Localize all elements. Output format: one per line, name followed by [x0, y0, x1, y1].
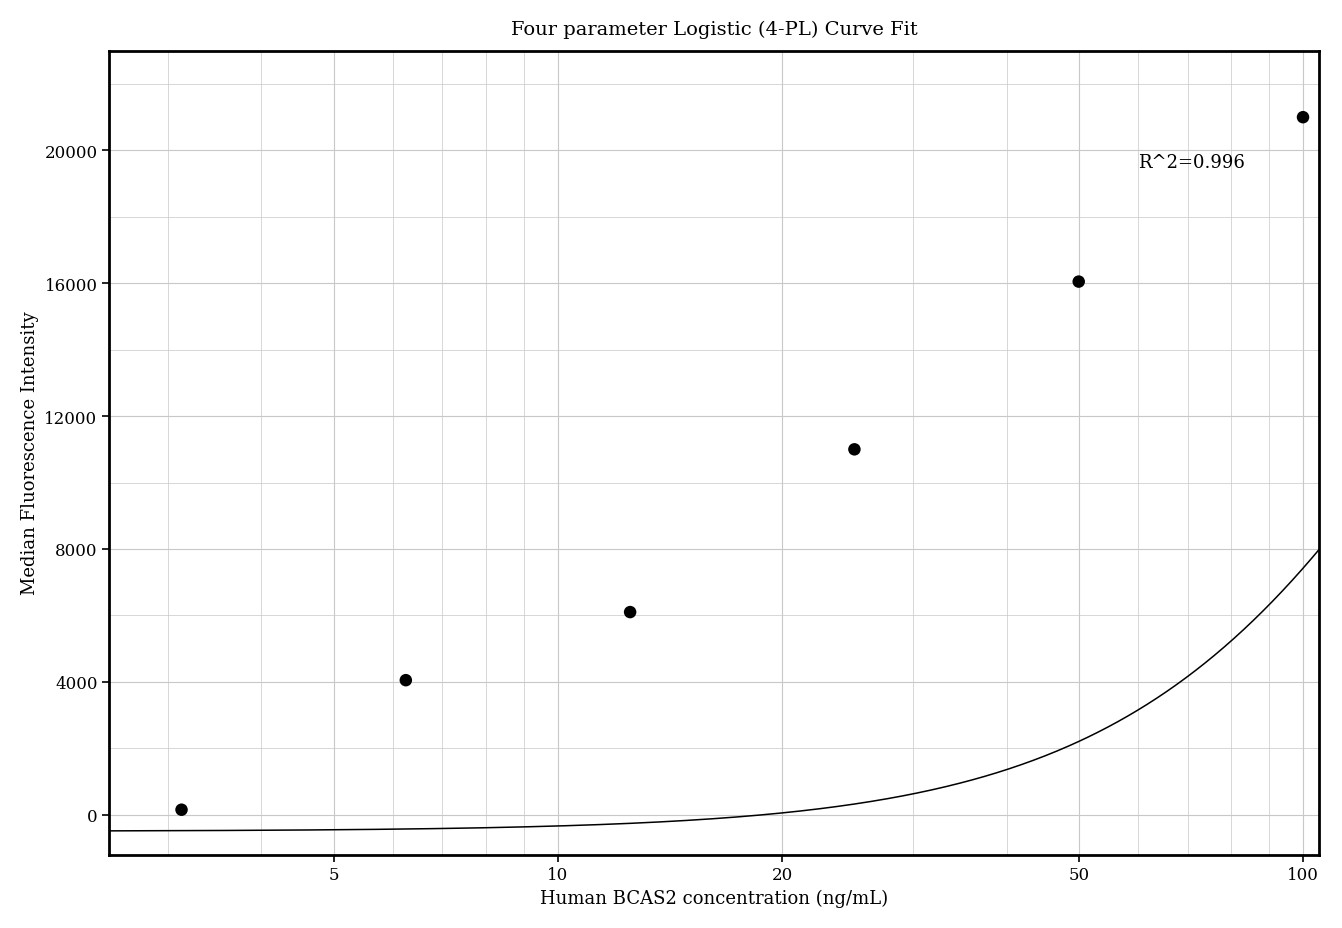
Y-axis label: Median Fluorescence Intensity: Median Fluorescence Intensity [21, 312, 39, 595]
Title: Four parameter Logistic (4-PL) Curve Fit: Four parameter Logistic (4-PL) Curve Fit [511, 20, 918, 39]
Text: R^2=0.996: R^2=0.996 [1138, 154, 1244, 172]
Point [1068, 275, 1090, 290]
Point [395, 673, 416, 688]
Point [844, 443, 866, 458]
Point [620, 605, 641, 620]
Point [170, 803, 192, 818]
Point [1292, 110, 1314, 125]
X-axis label: Human BCAS2 concentration (ng/mL): Human BCAS2 concentration (ng/mL) [539, 889, 888, 908]
